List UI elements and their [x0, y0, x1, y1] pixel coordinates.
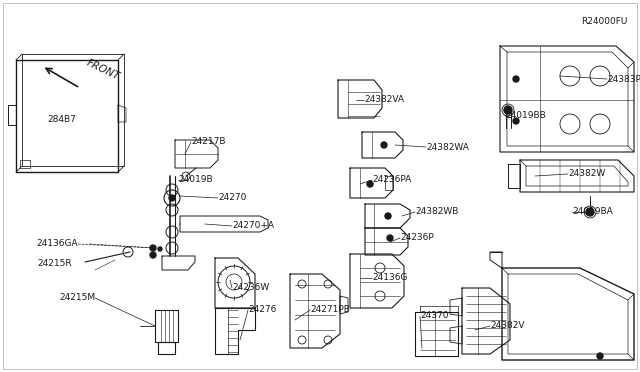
Text: 24136G: 24136G [372, 273, 408, 282]
Text: 24236P: 24236P [400, 234, 434, 243]
Circle shape [381, 142, 387, 148]
Circle shape [150, 252, 156, 258]
Text: 24271PB: 24271PB [310, 305, 350, 314]
Text: R24000FU: R24000FU [582, 17, 628, 26]
Circle shape [385, 213, 391, 219]
Text: 24370: 24370 [420, 311, 449, 321]
Circle shape [513, 76, 519, 82]
Text: 24270: 24270 [218, 193, 246, 202]
Text: 24383P: 24383P [607, 74, 640, 83]
Circle shape [586, 208, 594, 216]
Text: 24136GA: 24136GA [36, 240, 78, 248]
Bar [20, 160, 30, 168]
Circle shape [387, 235, 393, 241]
Text: 24215M: 24215M [59, 294, 95, 302]
Text: 24019BA: 24019BA [572, 208, 612, 217]
Circle shape [150, 245, 156, 251]
Text: 24217B: 24217B [191, 138, 225, 147]
Text: 24236PA: 24236PA [372, 176, 412, 185]
Text: 24270+A: 24270+A [232, 221, 274, 231]
Text: 24382WA: 24382WA [426, 142, 469, 151]
Circle shape [504, 106, 512, 114]
Circle shape [367, 181, 373, 187]
Circle shape [169, 195, 175, 201]
Circle shape [513, 118, 519, 124]
Text: 24019B: 24019B [178, 176, 212, 185]
Circle shape [597, 353, 603, 359]
Text: FRONT: FRONT [85, 58, 122, 82]
Text: 24215R: 24215R [37, 260, 72, 269]
Text: 284B7: 284B7 [47, 115, 76, 125]
Text: 24276: 24276 [248, 305, 276, 314]
Text: 24236W: 24236W [232, 283, 269, 292]
Text: 24382W: 24382W [568, 170, 605, 179]
Text: 24382V: 24382V [490, 321, 525, 330]
Text: 24382VA: 24382VA [364, 96, 404, 105]
Circle shape [158, 247, 162, 251]
Text: 24382WB: 24382WB [415, 208, 458, 217]
Text: 24019BB: 24019BB [505, 112, 546, 121]
